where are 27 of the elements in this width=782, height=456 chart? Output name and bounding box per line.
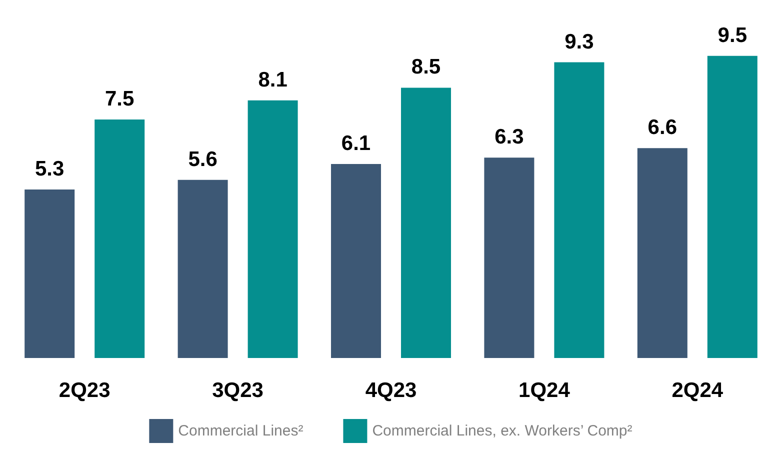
x-tick-label: 2Q23 <box>58 379 110 402</box>
data-label: 6.3 <box>494 126 524 149</box>
legend-label: Commercial Lines² <box>178 422 304 440</box>
bar <box>94 120 145 358</box>
data-label: 8.1 <box>258 68 288 92</box>
bar <box>554 62 604 358</box>
bar <box>707 56 758 358</box>
data-label: 9.3 <box>564 30 594 54</box>
bar <box>484 158 534 358</box>
data-label: 5.3 <box>35 157 64 180</box>
bar <box>24 189 75 358</box>
x-tick-label: 4Q23 <box>365 379 417 402</box>
data-label: 5.6 <box>188 148 218 171</box>
data-label: 7.5 <box>105 88 135 110</box>
bar <box>178 180 228 358</box>
bar <box>248 100 298 358</box>
legend-label: Commercial Lines, ex. Workers’ Comp² <box>372 422 632 440</box>
x-tick-label: 2Q24 <box>672 379 724 402</box>
x-tick-label: 1Q24 <box>518 379 570 402</box>
data-label: 6.6 <box>648 116 677 140</box>
x-tick-label: 3Q23 <box>212 379 264 402</box>
data-label: 9.5 <box>718 24 748 47</box>
bar <box>401 88 451 358</box>
bar <box>331 164 381 358</box>
data-label: 8.5 <box>411 56 441 79</box>
bar <box>637 148 688 358</box>
data-label: 6.1 <box>341 132 371 156</box>
